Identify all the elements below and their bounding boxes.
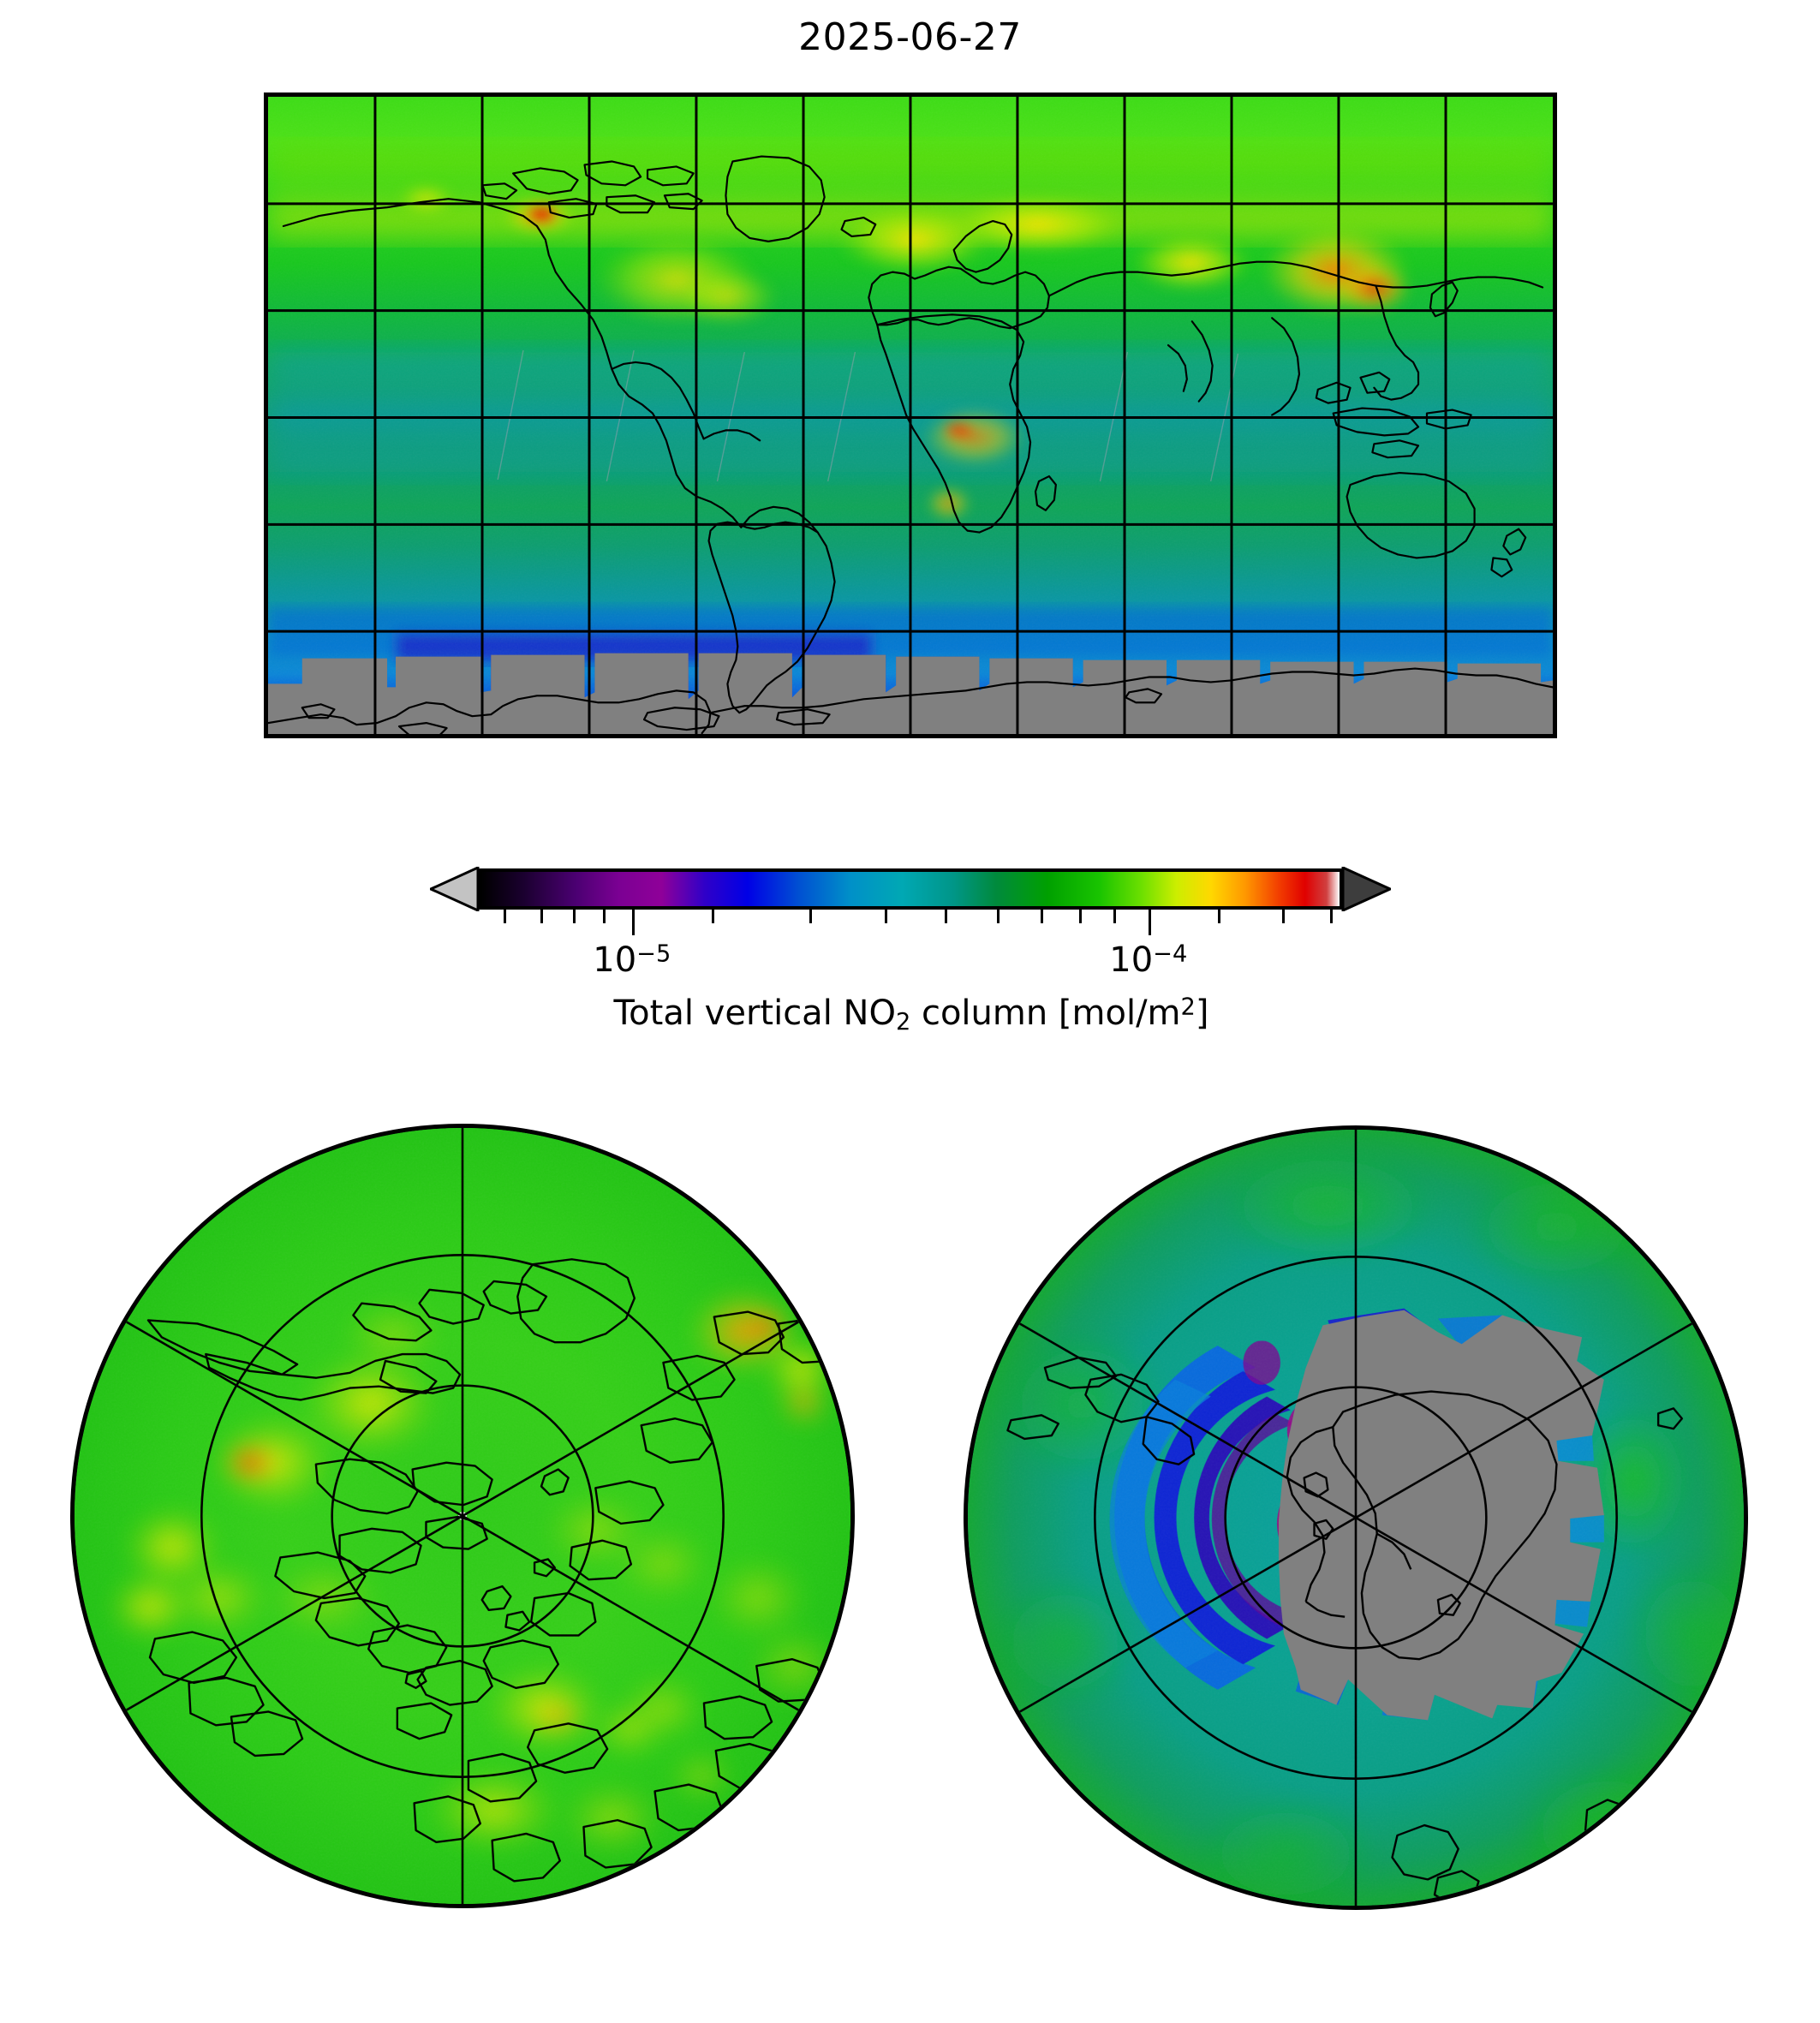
colorbar-minor-tick [1329,910,1333,923]
colorbar-major-tick [631,910,635,935]
colorbar-minor-tick [884,910,887,923]
colorbar-gradient-body[interactable] [478,868,1343,910]
colorbar-minor-tick [1282,910,1286,923]
colorbar-gradient [481,872,1340,906]
colorbar-major-tick [1148,910,1151,935]
colorbar-tick-label-1e-4: 10−4 [1109,940,1188,980]
colorbar-over-arrow [1341,867,1391,911]
graticule-global [268,97,1553,734]
colorbar-minor-tick [573,910,576,923]
global-no2-map[interactable] [264,92,1557,738]
colorbar-axis-label: Total vertical NO2 column [mol/m2] [613,994,1209,1035]
colorbar-under-arrow [430,867,480,911]
colorbar-minor-tick [603,910,606,923]
colorbar[interactable]: 10−5 10−4 Total vertical NO2 column [mol… [430,867,1391,1038]
colorbar-minor-tick [1078,910,1082,923]
page-title: 2025-06-27 [798,15,1022,59]
no2-raster-south-polar [968,1130,1744,1906]
colorbar-minor-tick [1040,910,1043,923]
south-polar-view[interactable] [964,1125,1748,1910]
colorbar-minor-tick [809,910,812,923]
colorbar-minor-tick [997,910,1000,923]
no2-raster-north-polar [75,1128,850,1904]
colorbar-minor-tick [1217,910,1220,923]
colorbar-minor-tick [540,910,543,923]
colorbar-minor-tick [945,910,948,923]
colorbar-minor-tick [711,910,714,923]
colorbar-minor-tick [504,910,507,923]
north-polar-view[interactable] [70,1124,855,1908]
colorbar-minor-tick [1113,910,1117,923]
colorbar-tick-label-1e-5: 10−5 [593,940,671,980]
